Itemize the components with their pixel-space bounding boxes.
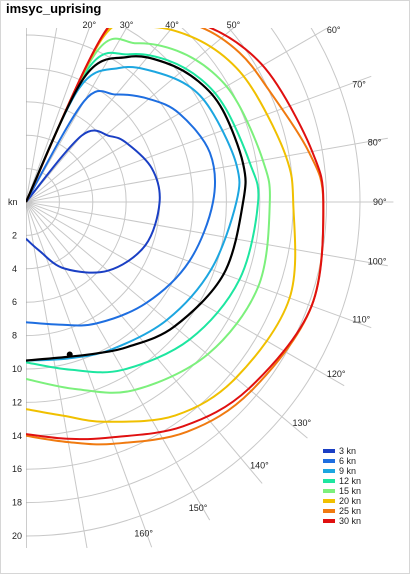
legend-label: 15 kn (339, 486, 361, 496)
radial-tick-label: 8 (12, 331, 17, 341)
radial-tick-label: 18 (12, 498, 22, 508)
radial-grid-circle (26, 28, 361, 537)
angle-grid-spoke (26, 28, 90, 203)
radial-tick-label: 16 (12, 464, 22, 474)
angle-tick-label: 140° (250, 461, 269, 471)
radial-tick-label: 10 (12, 364, 22, 374)
angle-grid-spoke (26, 75, 372, 203)
angle-grid-spoke (26, 201, 388, 267)
series-line-3-kn (26, 129, 161, 274)
series-line-15-kn (26, 37, 271, 394)
angle-grid-spoke (26, 201, 372, 329)
chart-title: imsyc_uprising (6, 1, 102, 16)
radial-tick-label: 4 (12, 264, 17, 274)
angle-grid-spoke (26, 201, 345, 387)
legend-swatch (323, 449, 335, 453)
angle-tick-label: 110° (352, 315, 370, 325)
radial-tick-label: 2 (12, 230, 17, 240)
legend-label: 6 kn (339, 456, 356, 466)
series-line-30-kn (26, 28, 325, 441)
series-line-25-kn (26, 28, 325, 446)
angle-tick-label: 70° (352, 79, 366, 89)
legend-label: 20 kn (339, 496, 361, 506)
angle-tick-label: 20° (82, 20, 96, 30)
angle-tick-label: 160° (134, 528, 153, 538)
legend-swatch (323, 479, 335, 483)
angle-tick-label: 150° (189, 503, 208, 513)
series-line-9-kn (26, 65, 241, 362)
angle-tick-label: 90° (373, 197, 387, 207)
series-layer (26, 28, 325, 446)
legend-label: 3 kn (339, 446, 356, 456)
legend-swatch (323, 489, 335, 493)
angle-grid-spoke (26, 28, 58, 203)
angle-tick-label: 130° (293, 418, 312, 428)
angle-tick-label: 100° (368, 257, 387, 267)
legend-label: 25 kn (339, 506, 361, 516)
angle-tick-label: 120° (327, 369, 346, 379)
radial-tick-label: 6 (12, 297, 17, 307)
series-line-6-kn (26, 90, 217, 327)
angle-grid-spoke (26, 201, 153, 548)
legend-label: 9 kn (339, 466, 356, 476)
angle-grid-spoke (26, 28, 235, 203)
legend-swatch (323, 499, 335, 503)
angle-tick-label: 80° (368, 137, 382, 147)
angle-tick-label: 30° (120, 20, 134, 30)
radial-tick-label: 14 (12, 431, 22, 441)
legend-swatch (323, 509, 335, 513)
legend-label: 12 kn (339, 476, 361, 486)
series-optimal-line (26, 55, 247, 362)
radial-grid-circle (26, 28, 261, 437)
series-line-20-kn (26, 28, 297, 423)
legend-label: 30 kn (339, 516, 361, 526)
legend-swatch (323, 519, 335, 523)
angle-tick-label: 50° (227, 20, 241, 30)
angle-tick-label: 60° (327, 25, 341, 35)
legend-swatch (323, 469, 335, 473)
legend-swatch (323, 459, 335, 463)
angle-grid-spoke (26, 28, 128, 203)
radial-tick-label: 12 (12, 397, 22, 407)
angle-tick-label: 40° (165, 20, 179, 30)
optimal-marker (66, 351, 73, 358)
angle-grid-spoke (26, 137, 388, 203)
angle-grid-spoke (26, 201, 211, 521)
radial-unit-label: kn (8, 197, 18, 207)
angle-grid-spoke (26, 201, 88, 548)
angle-grid-spoke (26, 28, 329, 203)
series-line-12-kn (26, 51, 260, 374)
radial-tick-label: 20 (12, 531, 22, 541)
label-layer: 2 4 6 8 10 12 14 16 18 20 kn 20° 30° 40° 50° 60° 70° 80° 9… (8, 20, 387, 541)
angle-grid-spoke (26, 28, 173, 203)
